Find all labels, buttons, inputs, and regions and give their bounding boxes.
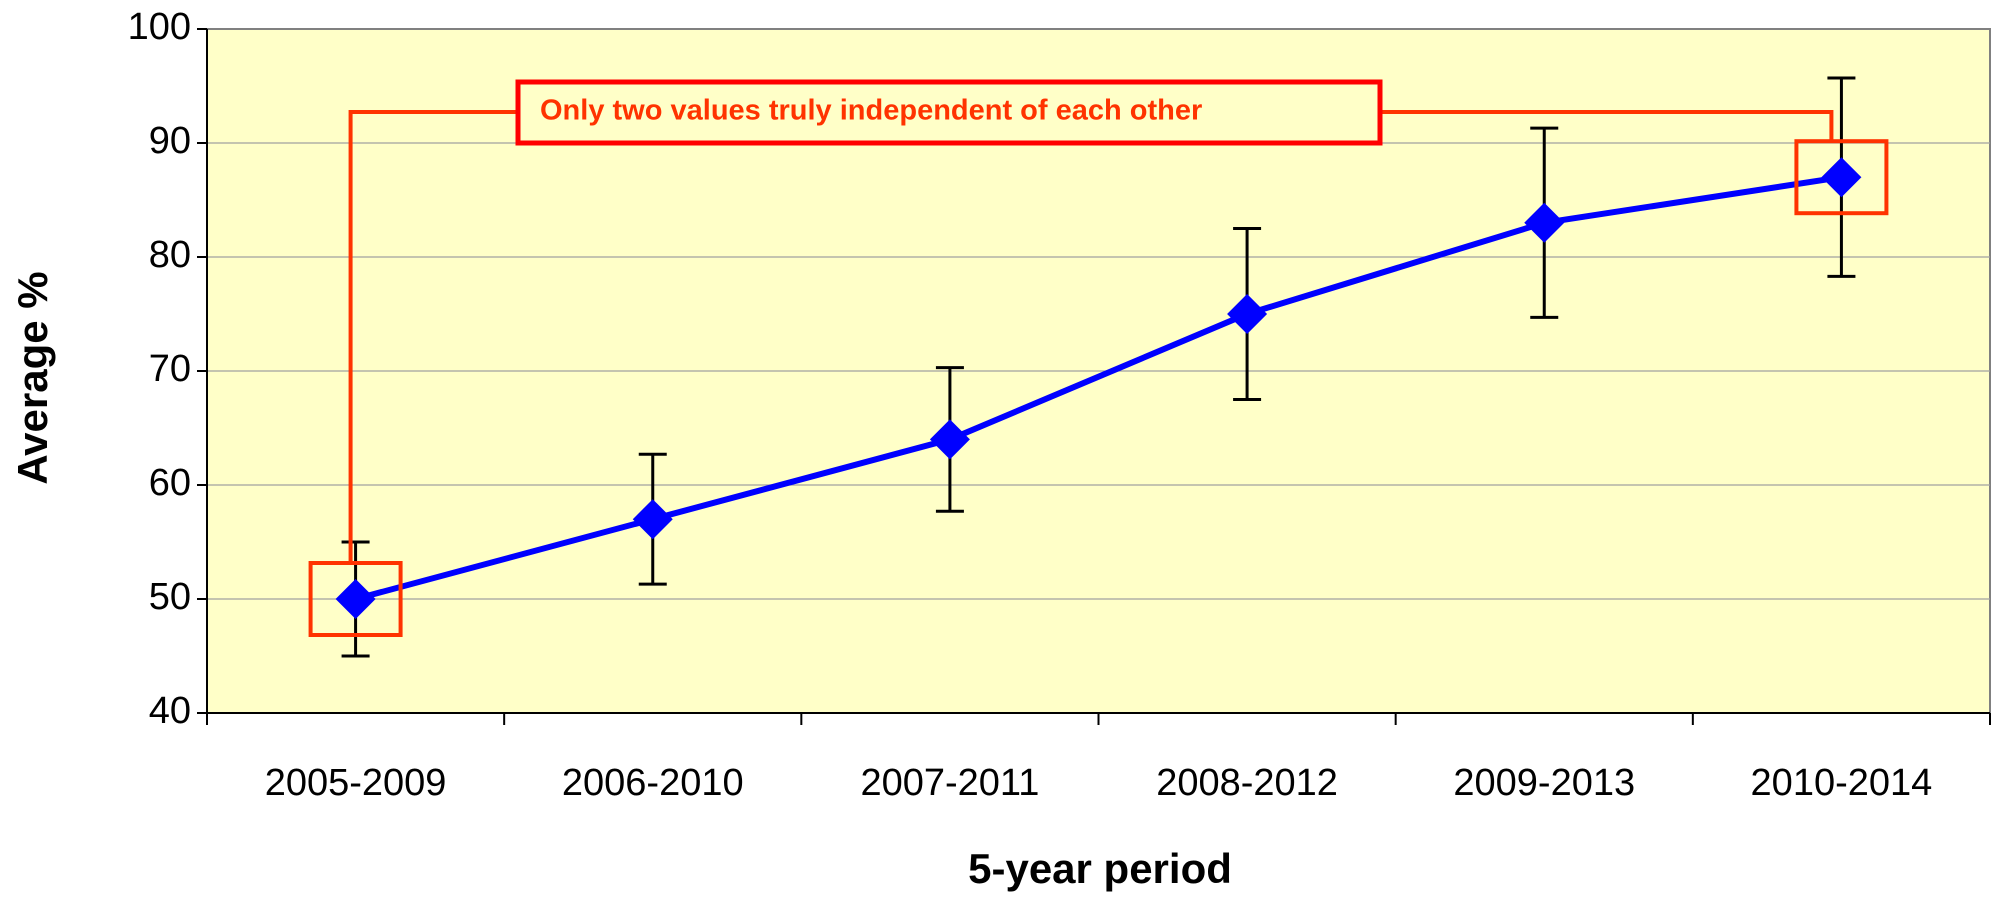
x-tick-label: 2006-2010 bbox=[562, 762, 744, 804]
series-line bbox=[354, 174, 1842, 602]
x-tick-label: 2009-2013 bbox=[1453, 762, 1635, 804]
highlight-box bbox=[308, 561, 403, 637]
x-tick-label: 2007-2011 bbox=[860, 762, 1039, 804]
y-tick-label: 90 bbox=[149, 120, 191, 162]
y-tick-label: 50 bbox=[149, 576, 191, 618]
marker bbox=[1821, 157, 1862, 198]
connector bbox=[348, 110, 518, 563]
marker bbox=[1227, 294, 1268, 334]
x-axis-title: 5-year period bbox=[968, 845, 1232, 892]
y-tick-label: 60 bbox=[149, 462, 191, 504]
annotation-text: Only two values truly independent of eac… bbox=[540, 95, 1202, 127]
y-tick-label: 70 bbox=[149, 348, 191, 390]
x-tick-label: 2010-2014 bbox=[1751, 762, 1933, 804]
connector bbox=[1380, 110, 1834, 142]
x-tick-label: 2005-2009 bbox=[265, 762, 447, 804]
y-axis-title: Average % bbox=[9, 271, 56, 484]
highlight-box bbox=[1794, 139, 1889, 216]
marker bbox=[929, 419, 970, 460]
marker bbox=[1524, 202, 1565, 243]
y-tick-label: 80 bbox=[149, 234, 191, 276]
y-tick-label: 100 bbox=[128, 6, 191, 48]
y-tick-label: 40 bbox=[149, 690, 191, 732]
marker bbox=[335, 579, 376, 619]
marker bbox=[632, 499, 673, 540]
annotation-box bbox=[515, 79, 1383, 146]
x-tick-label: 2008-2012 bbox=[1156, 762, 1338, 804]
